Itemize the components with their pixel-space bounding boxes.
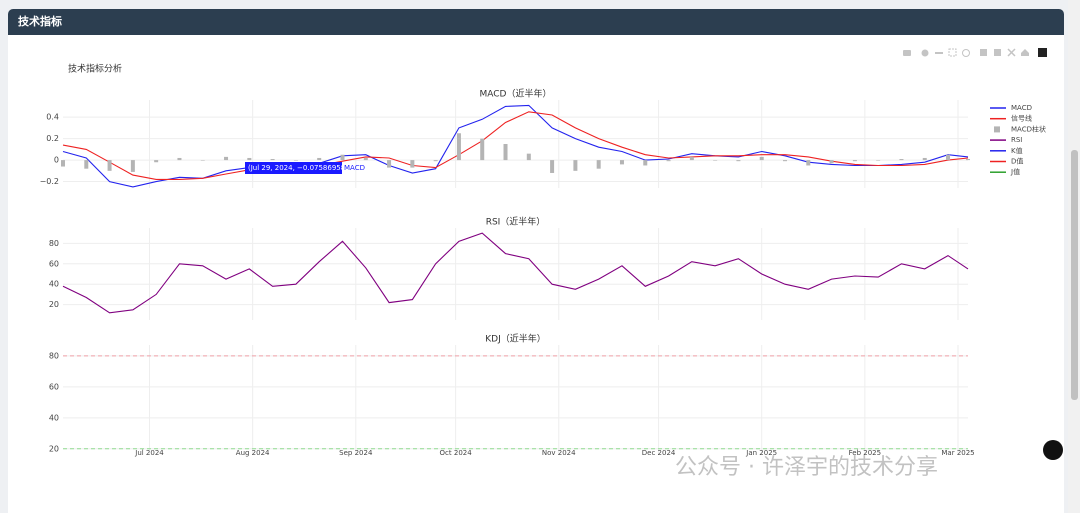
histogram-bar bbox=[759, 156, 764, 161]
zoom-button[interactable] bbox=[921, 49, 929, 57]
floating-button[interactable] bbox=[1043, 440, 1063, 460]
histogram-bar bbox=[619, 160, 624, 165]
x-tick-label: Aug 2024 bbox=[236, 449, 270, 457]
x-tick-label: Oct 2024 bbox=[440, 449, 473, 457]
y-tick-label: −0.2 bbox=[40, 177, 59, 186]
histogram-bar bbox=[899, 159, 904, 161]
scrollbar-thumb[interactable] bbox=[1071, 150, 1078, 400]
histogram-bar bbox=[107, 160, 112, 171]
histogram-bar bbox=[503, 144, 508, 161]
histogram-bar bbox=[596, 160, 601, 169]
header-title: 技术指标 bbox=[18, 14, 62, 28]
histogram-bar bbox=[852, 160, 857, 162]
legend-swatch[interactable] bbox=[994, 126, 1000, 133]
tooltip-name: MACD bbox=[344, 164, 365, 172]
x-tick-label: Nov 2024 bbox=[542, 449, 576, 457]
histogram-bar bbox=[387, 160, 392, 168]
histogram-bar bbox=[84, 160, 89, 169]
y-tick-label: 60 bbox=[49, 382, 59, 391]
histogram-bar bbox=[270, 159, 275, 161]
histogram-bar bbox=[363, 157, 368, 161]
y-tick-label: 0 bbox=[54, 156, 59, 165]
pan-button[interactable] bbox=[935, 52, 943, 54]
watermark: 公众号 · 许泽宇的技术分享 bbox=[675, 455, 938, 480]
card bbox=[8, 9, 1064, 513]
histogram-bar bbox=[410, 160, 415, 168]
histogram-bar bbox=[550, 160, 555, 173]
reset-button[interactable] bbox=[1021, 49, 1029, 56]
y-tick-label: 40 bbox=[49, 413, 59, 422]
histogram-bar bbox=[573, 160, 578, 171]
y-tick-label: 0.2 bbox=[46, 134, 59, 143]
histogram-bar bbox=[806, 160, 811, 166]
histogram-bar bbox=[643, 160, 648, 166]
histogram-bar bbox=[966, 159, 970, 161]
x-tick-label: Mar 2025 bbox=[941, 449, 974, 457]
subplot-title: KDJ（近半年） bbox=[485, 333, 546, 345]
plotly-logo[interactable] bbox=[1038, 48, 1047, 57]
legend-label[interactable]: 信号线 bbox=[1011, 114, 1032, 123]
lasso-button[interactable] bbox=[962, 49, 970, 57]
y-tick-label: 80 bbox=[49, 239, 59, 248]
y-tick-label: 60 bbox=[49, 259, 59, 268]
tooltip-text: (Jul 29, 2024, −0.07586958) bbox=[248, 164, 348, 172]
subplot-title: MACD（近半年） bbox=[480, 88, 552, 100]
autoscale-button[interactable] bbox=[1007, 48, 1016, 57]
histogram-bar bbox=[736, 160, 741, 162]
y-tick-label: 80 bbox=[49, 351, 59, 360]
x-tick-label: Feb 2025 bbox=[849, 449, 881, 457]
histogram-bar bbox=[200, 160, 205, 161]
histogram-bar bbox=[713, 160, 718, 161]
y-tick-label: 0.4 bbox=[46, 113, 59, 122]
figure-title: 技术指标分析 bbox=[68, 63, 122, 75]
histogram-bar bbox=[456, 133, 461, 161]
histogram-bar bbox=[247, 157, 252, 161]
tooltip-box bbox=[245, 162, 342, 174]
histogram-bar bbox=[922, 157, 927, 161]
histogram-bar bbox=[317, 157, 322, 161]
histogram-bar bbox=[876, 160, 881, 161]
legend-label[interactable]: D值 bbox=[1011, 157, 1023, 166]
histogram-bar bbox=[61, 160, 65, 167]
series-line bbox=[62, 232, 969, 314]
subplot-title: RSI（近半年） bbox=[486, 216, 546, 228]
histogram-bar bbox=[154, 160, 159, 163]
histogram-bar bbox=[340, 154, 345, 161]
histogram-bar bbox=[946, 154, 951, 161]
toolbar bbox=[903, 48, 1047, 57]
zoom-in-button[interactable] bbox=[980, 49, 987, 56]
histogram-bar bbox=[433, 160, 438, 162]
card-header bbox=[8, 9, 1064, 35]
x-tick-label: Dec 2024 bbox=[642, 449, 676, 457]
y-tick-label: 20 bbox=[49, 444, 59, 453]
series-line bbox=[62, 111, 969, 180]
histogram-bar bbox=[526, 153, 531, 161]
y-tick-label: 40 bbox=[49, 280, 59, 289]
series-line bbox=[62, 104, 969, 188]
histogram-bar bbox=[829, 160, 834, 164]
histogram-bar bbox=[480, 138, 485, 161]
legend-label[interactable]: MACD柱状 bbox=[1011, 124, 1046, 133]
x-tick-label: Jul 2024 bbox=[134, 449, 164, 457]
legend-label[interactable]: K值 bbox=[1011, 146, 1023, 155]
histogram-bar bbox=[689, 156, 694, 161]
histogram-bar bbox=[224, 156, 229, 161]
x-tick-label: Jan 2025 bbox=[745, 449, 777, 457]
camera-button[interactable] bbox=[903, 50, 911, 56]
select-button[interactable] bbox=[948, 48, 957, 57]
histogram-bar bbox=[177, 157, 182, 161]
y-tick-label: 20 bbox=[49, 300, 59, 309]
histogram-bar bbox=[783, 160, 788, 162]
histogram-bar bbox=[293, 160, 298, 161]
zoom-out-button[interactable] bbox=[994, 49, 1001, 56]
legend-label[interactable]: J值 bbox=[1010, 167, 1020, 176]
legend-label[interactable]: MACD bbox=[1011, 104, 1032, 112]
histogram-bar bbox=[130, 160, 135, 172]
histogram-bar bbox=[666, 160, 671, 162]
x-tick-label: Sep 2024 bbox=[339, 449, 373, 457]
legend-label[interactable]: RSI bbox=[1011, 136, 1022, 144]
